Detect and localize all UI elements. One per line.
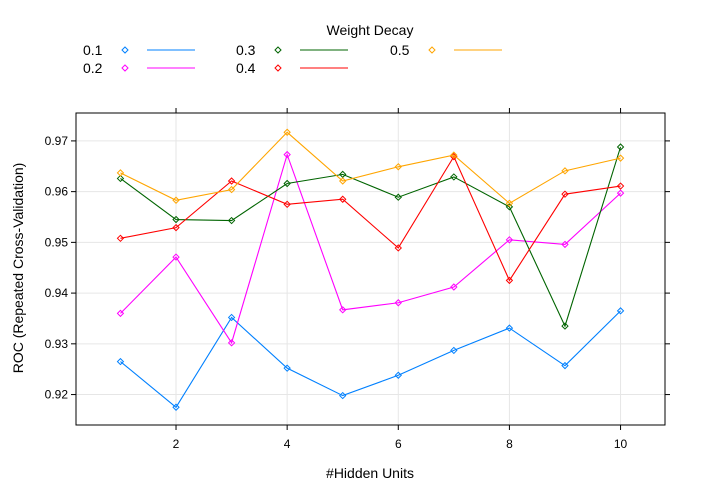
data-point — [227, 216, 236, 225]
data-point — [394, 371, 402, 379]
data-point — [561, 167, 569, 175]
data-point — [505, 324, 514, 332]
legend-label: 0.1 — [83, 42, 103, 58]
y-axis-label: ROC (Repeated Cross-Validation) — [10, 163, 26, 374]
x-tick-label: 8 — [506, 437, 513, 451]
x-tick-label: 2 — [173, 437, 180, 451]
data-point — [561, 361, 569, 370]
series-0.5 — [116, 128, 625, 208]
legend-marker — [428, 46, 436, 54]
data-point — [561, 240, 569, 249]
data-point — [561, 322, 569, 330]
x-axis-label: #Hidden Units — [326, 465, 414, 481]
data-point — [227, 339, 236, 347]
data-point — [339, 177, 347, 185]
data-point — [339, 391, 347, 400]
data-point — [116, 234, 125, 243]
legend-marker — [121, 64, 129, 72]
y-tick-label: 0.97 — [45, 134, 69, 148]
data-point — [283, 179, 291, 188]
legend-entry: 0.4 — [236, 60, 348, 76]
data-point — [616, 307, 625, 315]
data-point — [227, 177, 236, 185]
data-point — [172, 223, 180, 232]
legend-entry: 0.1 — [83, 42, 195, 58]
legend-entry: 0.5 — [390, 42, 502, 58]
data-point — [283, 150, 291, 159]
data-point — [394, 193, 402, 201]
legend-label: 0.3 — [236, 42, 256, 58]
data-point — [450, 173, 458, 181]
y-tick-label: 0.94 — [45, 286, 69, 300]
data-point — [172, 403, 180, 411]
y-tick-label: 0.96 — [45, 185, 69, 199]
legend-marker — [274, 46, 282, 54]
y-tick-label: 0.95 — [45, 235, 69, 249]
data-point — [394, 244, 402, 252]
y-tick-label: 0.92 — [45, 388, 69, 402]
y-tick-label: 0.93 — [45, 337, 69, 351]
series-line — [120, 310, 621, 409]
data-point — [172, 253, 180, 261]
data-point — [450, 151, 458, 159]
data-point — [283, 200, 291, 209]
data-point — [505, 199, 514, 208]
data-point — [505, 276, 514, 285]
data-point — [450, 346, 458, 355]
legend-marker — [274, 64, 282, 72]
series-0.4 — [116, 152, 625, 285]
data-point — [616, 189, 625, 197]
data-point — [339, 306, 347, 314]
data-point — [505, 203, 514, 211]
legend: Weight Decay 0.1 0.2 0.3 0.4 0.5 — [83, 22, 502, 76]
data-point — [116, 309, 125, 318]
legend-label: 0.2 — [83, 60, 103, 76]
data-point — [283, 364, 291, 372]
data-point — [394, 163, 402, 171]
data-point — [283, 128, 291, 136]
series-line — [120, 146, 622, 328]
data-point — [616, 143, 625, 151]
series-0.2 — [116, 150, 625, 347]
data-point — [172, 196, 180, 204]
x-tick-label: 10 — [614, 437, 628, 451]
data-point — [227, 313, 236, 322]
data-point — [616, 154, 625, 162]
data-point — [561, 190, 569, 198]
series-0.1 — [116, 307, 625, 411]
data-point — [450, 283, 458, 291]
data-point — [116, 174, 125, 183]
series-line — [120, 155, 621, 282]
data-point — [339, 195, 347, 203]
data-point — [116, 169, 125, 177]
data-point — [394, 299, 402, 307]
data-point — [227, 185, 236, 194]
legend-title: Weight Decay — [327, 22, 414, 38]
data-point — [616, 182, 625, 190]
x-tick-label: 4 — [284, 437, 291, 451]
data-point — [172, 215, 180, 224]
data-point — [505, 236, 514, 244]
series-line — [120, 131, 621, 204]
legend-label: 0.5 — [390, 42, 410, 58]
legend-entry: 0.3 — [236, 42, 348, 58]
series-0.3 — [116, 143, 625, 330]
x-tick-label: 6 — [395, 437, 402, 451]
data-point — [116, 357, 125, 366]
axis-ticks: 2 4 6 8 10 0.92 0.93 0.94 0.95 0.96 0.97 — [45, 108, 670, 451]
series-line — [120, 152, 621, 345]
plot-frame — [75, 112, 666, 426]
legend-entry: 0.2 — [83, 60, 195, 76]
legend-marker — [121, 46, 129, 54]
series-layer — [116, 128, 625, 411]
legend-label: 0.4 — [236, 60, 256, 76]
